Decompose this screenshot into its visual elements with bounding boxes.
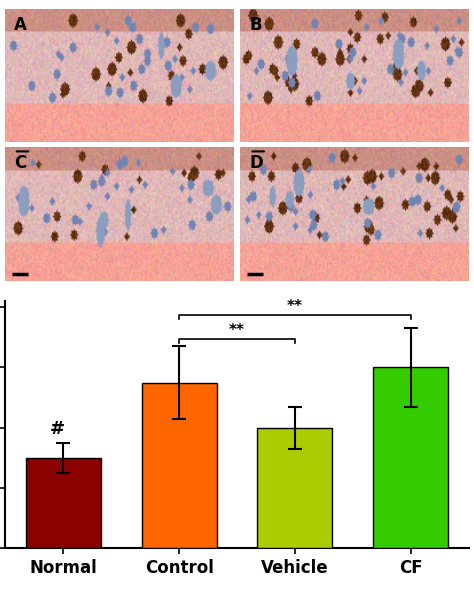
Bar (142, 383, 217, 548)
Text: D: D (250, 154, 264, 172)
Text: A: A (14, 16, 27, 34)
Text: #: # (50, 420, 65, 438)
Text: C: C (14, 154, 26, 172)
Bar (373, 367, 448, 548)
Bar (26, 458, 101, 548)
Text: **: ** (229, 323, 245, 338)
Text: **: ** (287, 299, 303, 314)
Bar (257, 428, 332, 548)
Text: B: B (250, 16, 262, 34)
